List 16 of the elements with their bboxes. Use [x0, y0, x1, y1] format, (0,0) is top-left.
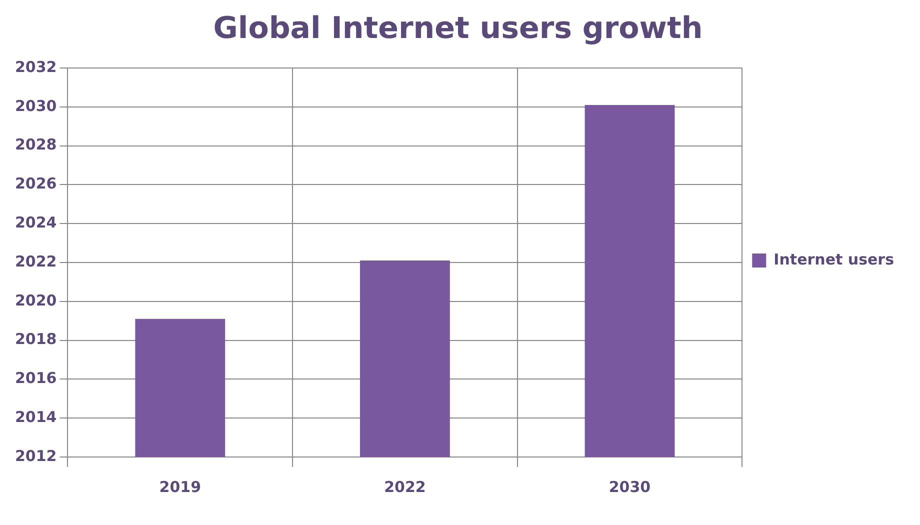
y-tick-label: 2032	[15, 58, 57, 76]
y-tick-label: 2020	[15, 291, 57, 310]
y-tick-label: 2024	[15, 213, 57, 232]
y-tick-label: 2018	[15, 330, 57, 348]
y-tick-label: 2016	[15, 369, 57, 388]
chart-title: Global Internet users growth	[213, 10, 703, 46]
y-tick-label: 2030	[15, 96, 57, 115]
x-tick-label: 2030	[608, 478, 651, 496]
y-tick-label: 2028	[15, 136, 57, 154]
y-tick-label: 2022	[15, 252, 57, 270]
y-tick-label: 2012	[15, 446, 57, 465]
legend-label: Internet users	[774, 250, 894, 268]
y-tick-label: 2026	[15, 174, 57, 193]
x-tick-label: 2019	[159, 478, 202, 496]
x-tick-label: 2022	[384, 478, 426, 496]
y-tick-label: 2014	[15, 408, 57, 426]
